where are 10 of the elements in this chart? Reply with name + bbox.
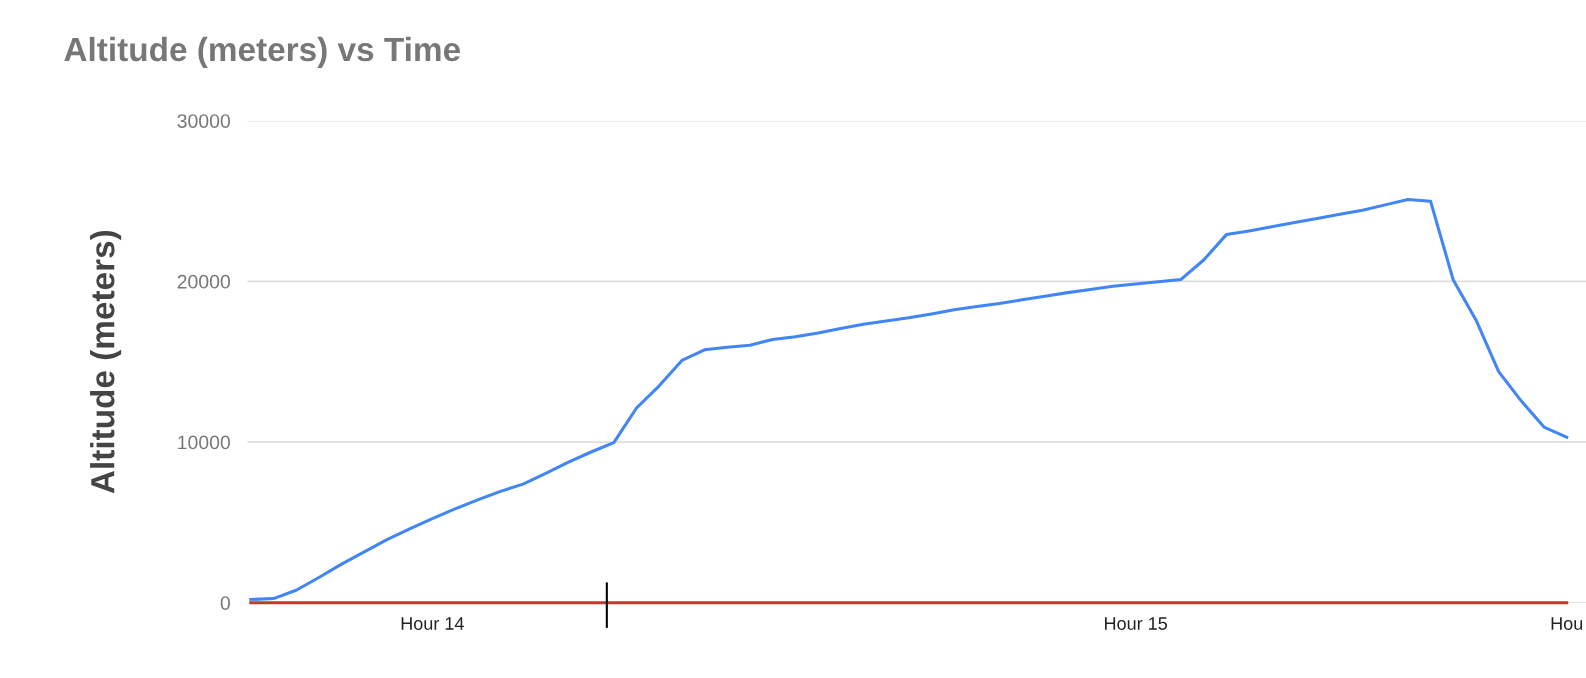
line-series xyxy=(249,197,1569,602)
y-tick-label: 20000 xyxy=(177,274,230,289)
x-tick-label: Hou xyxy=(1551,617,1583,630)
y-tick-label: 10000 xyxy=(178,435,230,450)
x-tick-label: Hour 15 xyxy=(1105,617,1168,630)
x-tick-label: Hour 14 xyxy=(401,617,464,630)
y-tick-label: 0 xyxy=(220,596,230,610)
y-tick-label: 30000 xyxy=(177,114,230,128)
chart-title: Altitude (meters) vs Time xyxy=(64,36,460,68)
y-axis-title: Altitude (meters) xyxy=(90,230,122,494)
